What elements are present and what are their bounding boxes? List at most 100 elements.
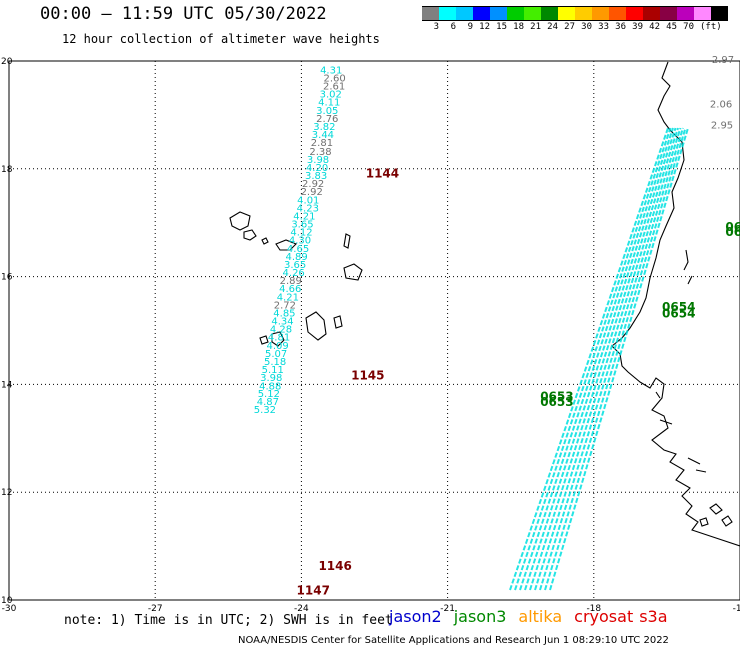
axis-tick-labels: -30 -27 -24 -21 -18 -15 20 18 16 14 12 10 (1, 57, 740, 614)
cape-verde-sal (343, 233, 351, 249)
legend-label: 27 (564, 22, 575, 32)
legend-swatch (677, 6, 694, 21)
legend-label: 39 (632, 22, 643, 32)
wave-height-value: 3.83 (305, 171, 327, 182)
legend-label: 33 (598, 22, 609, 32)
legend-label: 36 (615, 22, 626, 32)
wave-height-value: 2.06 (710, 99, 732, 110)
cape-verde-brava (259, 335, 269, 345)
lon-tick-label: -15 (733, 604, 740, 614)
coastline (229, 61, 740, 547)
legend-label: 6 (450, 22, 456, 32)
wave-height-value: 4.65 (287, 244, 309, 255)
wave-height-value: 4.11 (318, 98, 340, 109)
jason3-swath-line (549, 127, 689, 591)
wave-height-value: 5.11 (262, 365, 284, 376)
lon-tick-label: -18 (586, 604, 601, 614)
jason3-swath-line (539, 127, 684, 591)
cape-verde-santa-luzia (261, 237, 269, 245)
wave-height-value: 4.34 (271, 317, 293, 328)
legend-swatch (694, 6, 711, 21)
wave-height-observations: 4.312.602.613.024.113.052.763.823.442.81… (254, 55, 734, 416)
wave-height-value: 4.26 (283, 268, 305, 279)
jason3-ground-track (509, 127, 689, 591)
legend-swatch (473, 6, 490, 21)
wave-height-value: 3.98 (260, 373, 282, 384)
wave-height-value: 4.28 (270, 325, 292, 336)
satellite-legend-jason2: jason2 (389, 607, 442, 626)
satellite-legend-s3a: s3a (639, 607, 668, 626)
cape-verde-santiago (305, 311, 327, 341)
legend-label: 45 (666, 22, 677, 32)
jason3-swath-line (534, 127, 682, 591)
footnote: note: 1) Time is in UTC; 2) SWH is in fe… (64, 613, 393, 628)
wave-height-value: 4.66 (279, 284, 301, 295)
wave-height-value: 4.20 (306, 163, 328, 174)
wave-height-value: 4.30 (289, 236, 311, 247)
west-africa-coastline (611, 61, 740, 547)
legend-label: 9 (467, 22, 473, 32)
pass-time-label: 0653 (540, 395, 573, 409)
map-frame (8, 60, 740, 601)
legend-swatch (643, 6, 660, 21)
cape-verde-sao-nicolau (275, 239, 297, 251)
jason3-swath-line (514, 127, 672, 591)
wave-height-value: 3.02 (320, 90, 342, 101)
wave-height-value: 2.72 (274, 300, 296, 311)
legend-swatch (660, 6, 677, 21)
pass-time-label: 1145 (351, 369, 384, 383)
wave-height-value: 4.81 (268, 333, 290, 344)
cape-verde-santo-antao (229, 211, 251, 231)
wave-height-value: 3.82 (313, 122, 335, 133)
credit-line: NOAA/NESDIS Center for Satellite Applica… (238, 635, 669, 646)
wave-height-value: 3.44 (312, 130, 334, 141)
coastal-detail (655, 249, 707, 473)
legend-label: 3 (433, 22, 439, 32)
pass-time-label: 1147 (297, 584, 330, 598)
legend-label: 70 (683, 22, 694, 32)
wave-height-value: 4.31 (320, 65, 342, 76)
legend-swatch (524, 6, 541, 21)
lon-tick-label: -21 (440, 604, 455, 614)
lat-tick-label: 12 (1, 488, 12, 498)
pass-time-label: 0654 (662, 300, 695, 314)
wave-height-value: 2.38 (309, 147, 331, 158)
jason3-swath-line (519, 127, 674, 591)
lat-tick-label: 10 (1, 596, 13, 606)
wave-height-value: 4.89 (285, 252, 307, 263)
legend-label: 21 (530, 22, 541, 32)
bijagos-islands (699, 503, 733, 527)
legend-swatch (609, 6, 626, 21)
pass-time-label: 1146 (318, 559, 351, 573)
lat-tick-label: 18 (1, 165, 13, 175)
wave-height-value: 5.07 (265, 349, 287, 360)
wave-height-value: 4.23 (297, 203, 319, 214)
pass-time-label: 0654 (662, 307, 695, 321)
legend-swatch (490, 6, 507, 21)
wave-height-value: 2.60 (323, 73, 345, 84)
wave-height-value: 4.85 (273, 308, 295, 319)
legend-label: 12 (479, 22, 490, 32)
map-subtitle: 12 hour collection of altimeter wave hei… (62, 32, 380, 46)
wave-height-value: 2.81 (311, 138, 333, 149)
pass-time-label: 1144 (366, 166, 399, 180)
wave-height-value: 3.65 (291, 220, 313, 231)
legend-swatch (626, 6, 643, 21)
wave-height-value: 2.95 (711, 120, 733, 131)
legend-label: 24 (547, 22, 558, 32)
jason3-swath-line (524, 127, 677, 591)
cape-verde-maio (333, 315, 343, 329)
legend-label: 18 (513, 22, 524, 32)
wave-height-value: 4.12 (290, 228, 312, 239)
jason3-swath-line (544, 127, 687, 591)
wave-height-value: 3.98 (307, 155, 329, 166)
legend-label: 15 (496, 22, 507, 32)
legend-swatch (422, 6, 439, 21)
legend-swatch (507, 6, 524, 21)
wave-height-value: 5.32 (254, 405, 276, 416)
legend-swatch (439, 6, 456, 21)
legend-swatch (541, 6, 558, 21)
wave-height-value: 5.18 (264, 357, 286, 368)
wave-height-value: 5.12 (258, 389, 280, 400)
lon-tick-label: -27 (148, 604, 163, 614)
